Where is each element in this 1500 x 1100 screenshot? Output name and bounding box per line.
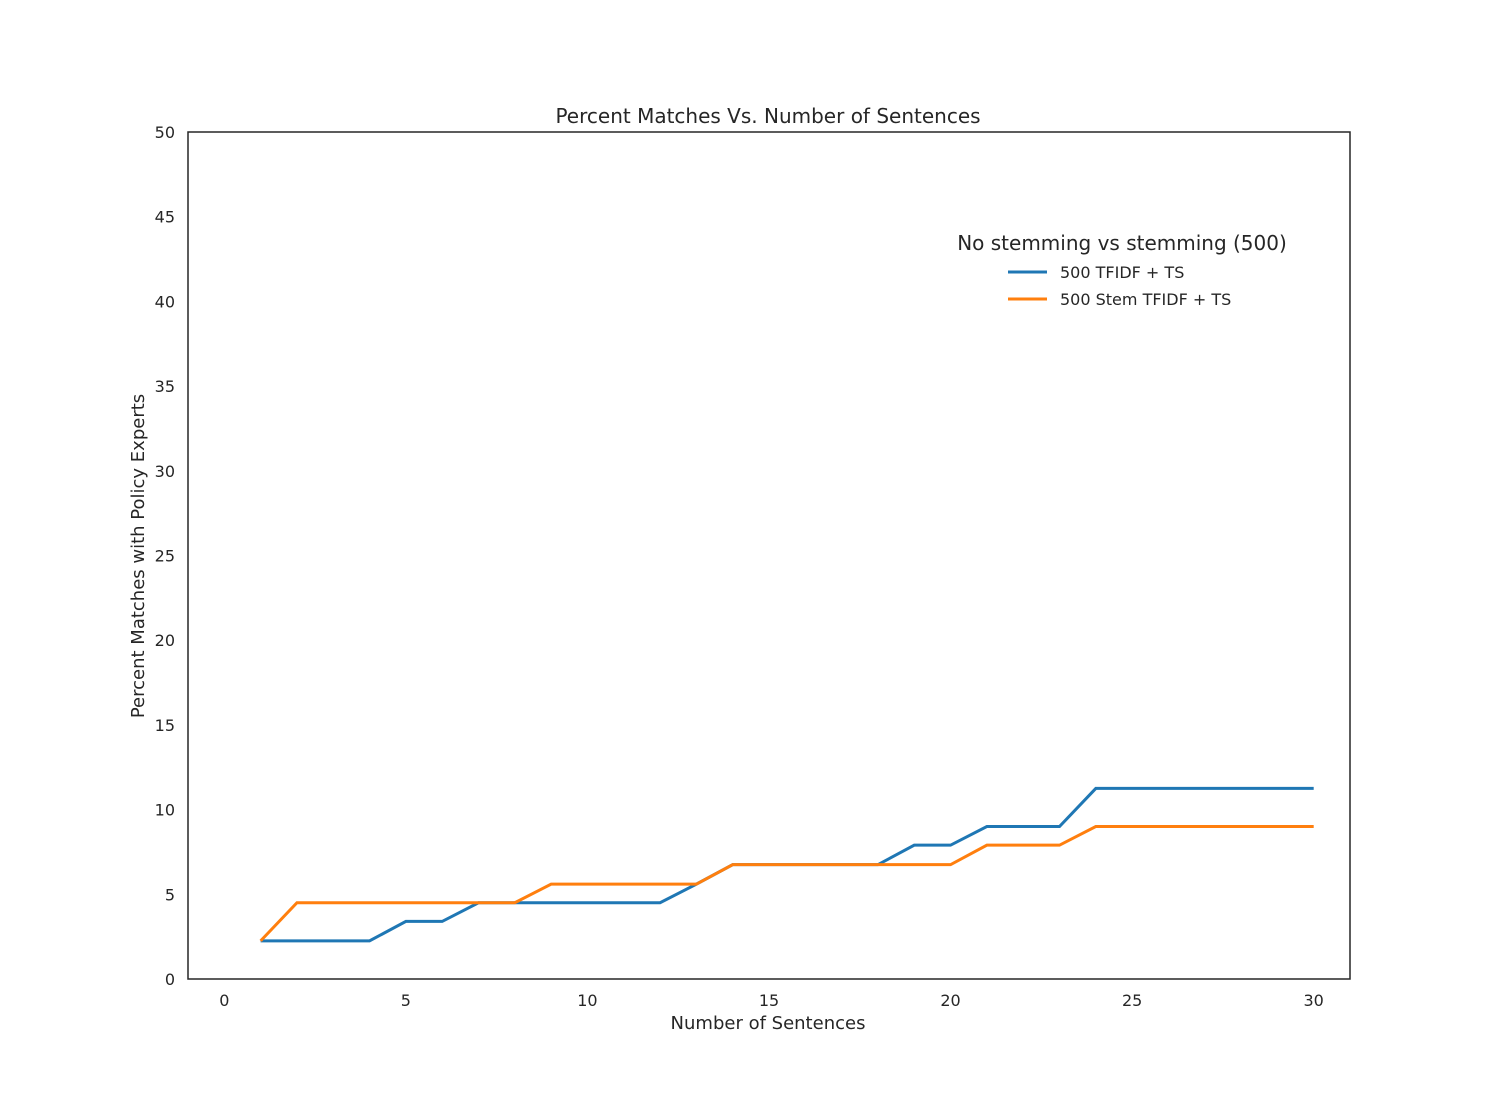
plot-frame bbox=[187, 131, 1351, 980]
series-lines bbox=[259, 786, 1314, 943]
chart-title: Percent Matches Vs. Number of Sentences bbox=[555, 104, 980, 128]
y-tick-label: 50 bbox=[155, 123, 175, 142]
x-tick-label: 20 bbox=[940, 991, 960, 1010]
x-tick-label: 10 bbox=[577, 991, 597, 1010]
x-tick-label: 15 bbox=[759, 991, 779, 1010]
y-tick-label: 40 bbox=[155, 292, 175, 311]
y-tick-label: 20 bbox=[155, 631, 175, 650]
y-axis-ticks: 0 5 10 15 20 25 30 35 40 45 50 bbox=[155, 123, 175, 989]
y-tick-label: 0 bbox=[165, 970, 175, 989]
x-tick-label: 30 bbox=[1304, 991, 1324, 1010]
legend-title: No stemming vs stemming (500) bbox=[957, 231, 1287, 255]
y-tick-label: 45 bbox=[155, 208, 175, 227]
y-tick-label: 25 bbox=[155, 547, 175, 566]
x-tick-label: 25 bbox=[1122, 991, 1142, 1010]
y-tick-label: 35 bbox=[155, 377, 175, 396]
legend-items: 500 TFIDF + TS 500 Stem TFIDF + TS bbox=[1008, 263, 1231, 309]
y-tick-label: 15 bbox=[155, 716, 175, 735]
x-tick-label: 5 bbox=[401, 991, 411, 1010]
legend-label: 500 Stem TFIDF + TS bbox=[1060, 290, 1231, 309]
legend: No stemming vs stemming (500) 500 TFIDF … bbox=[957, 231, 1287, 309]
y-tick-label: 30 bbox=[155, 462, 175, 481]
y-tick-label: 5 bbox=[165, 885, 175, 904]
x-axis-ticks: 0 5 10 15 20 25 30 bbox=[219, 991, 1324, 1010]
series-line-2 bbox=[259, 825, 1314, 942]
y-tick-label: 10 bbox=[155, 801, 175, 820]
legend-label: 500 TFIDF + TS bbox=[1060, 263, 1184, 282]
x-axis-label: Number of Sentences bbox=[671, 1013, 866, 1034]
x-tick-label: 0 bbox=[219, 991, 229, 1010]
y-axis-label: Percent Matches with Policy Experts bbox=[128, 394, 149, 718]
